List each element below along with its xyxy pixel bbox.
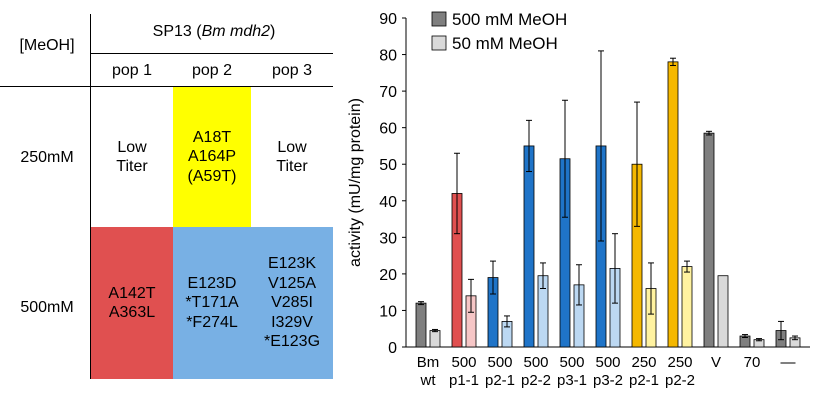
x-tick-label: 250	[631, 354, 656, 371]
y-tick-label: 40	[379, 194, 397, 211]
cell-500-pop3: E123K V125A V285I I329V *E123G	[251, 227, 333, 379]
y-tick-label: 60	[379, 121, 397, 138]
legend-swatch	[431, 11, 447, 27]
legend-label: 50 mM MeOH	[452, 34, 558, 53]
table-divider-vertical	[90, 14, 91, 379]
y-tick-label: 10	[379, 303, 397, 320]
cell-250-pop1: Low Titer	[91, 87, 173, 227]
y-tick-label: 70	[379, 84, 397, 101]
table-divider-header	[0, 86, 333, 87]
column-header-pop1: pop 1	[111, 62, 153, 79]
x-tick-label: 500	[595, 354, 620, 371]
bar	[415, 302, 427, 348]
table-title: SP13 (Bm mdh2)	[91, 22, 337, 41]
cell-250-pop3: Low Titer	[251, 87, 333, 227]
cell-line: Titer	[116, 158, 148, 175]
row-label-500mm: 500mM	[20, 299, 74, 316]
cell-500-pop2: E123D *T171A *F274L	[173, 227, 251, 379]
cell-line: V125A	[267, 274, 317, 292]
x-tick-label-line2: p1-1	[449, 372, 479, 389]
x-tick-label-line2: p3-2	[593, 372, 623, 389]
cell-line: E123K	[267, 255, 317, 273]
x-tick-label-line2: p2-2	[521, 372, 551, 389]
cell-250-pop2: A18T A164P (A59T)	[173, 87, 251, 227]
y-axis-title: activity (mU/mg protein)	[347, 98, 364, 267]
x-tick-label: 500	[451, 354, 476, 371]
cell-line: *T171A	[185, 294, 239, 312]
x-tick-label: 500	[559, 354, 584, 371]
x-tick-label: V	[711, 354, 721, 371]
table-divider-title	[91, 53, 333, 54]
cell-line: (A59T)	[187, 167, 237, 185]
bar	[703, 132, 715, 348]
x-tick-label: 500	[487, 354, 512, 371]
cell-line: V285I	[271, 294, 313, 312]
cell-line: *E123G	[263, 333, 321, 351]
y-tick-label: 0	[388, 340, 397, 357]
x-tick-label-line2: p3-1	[557, 372, 587, 389]
table-title-suffix: )	[270, 23, 276, 40]
y-tick-label: 50	[379, 157, 397, 174]
cell-line: A164P	[187, 148, 237, 166]
table-title-prefix: SP13 (	[152, 23, 202, 40]
cell-line: A363L	[108, 304, 156, 321]
x-tick-label-line2: p2-1	[485, 372, 515, 389]
bar	[667, 61, 679, 348]
x-tick-label: 500	[523, 354, 548, 371]
cell-line: E123D	[187, 274, 237, 292]
bar	[429, 330, 441, 348]
x-tick-label: 250	[667, 354, 692, 371]
row-header-meoh: [MeOH]	[19, 37, 75, 54]
bar	[681, 266, 693, 348]
x-tick-label: Bm	[417, 354, 440, 371]
x-tick-label-line2: p2-1	[629, 372, 659, 389]
x-tick-label-line2: p2-2	[665, 372, 695, 389]
cell-line: A18T	[192, 128, 232, 146]
cell-line: Titer	[276, 158, 308, 175]
x-tick-label-line2: wt	[420, 372, 437, 389]
table-title-gene: Bm mdh2	[201, 23, 271, 40]
column-header-pop3: pop 3	[271, 62, 313, 79]
cell-500-pop1: A142T A363L	[91, 227, 173, 379]
x-tick-label: 70	[744, 354, 761, 371]
row-label-250mm: 250mM	[20, 149, 74, 166]
y-tick-label: 80	[379, 48, 397, 65]
y-tick-label: 90	[379, 11, 397, 28]
legend-swatch	[431, 35, 447, 51]
legend-label: 500 mM MeOH	[452, 10, 567, 29]
cell-line: I329V	[271, 313, 313, 331]
column-header-pop2: pop 2	[191, 62, 233, 79]
cell-line: Low	[117, 138, 147, 156]
bar	[523, 145, 535, 348]
cell-line: *F274L	[186, 313, 238, 331]
x-tick-label: —	[781, 354, 796, 371]
activity-bar-chart: 0 10 20 30 40 50 60 70 80 90 activity (mU/mg prote…	[347, 10, 810, 389]
bar	[717, 275, 729, 348]
mutation-table: [MeOH] SP13 (Bm mdh2) pop 1 pop 2 pop 3 …	[0, 0, 340, 394]
y-tick-label: 30	[379, 230, 397, 247]
cell-line: Low	[277, 138, 307, 156]
y-tick-label: 20	[379, 267, 397, 284]
cell-line: A142T	[108, 284, 156, 302]
